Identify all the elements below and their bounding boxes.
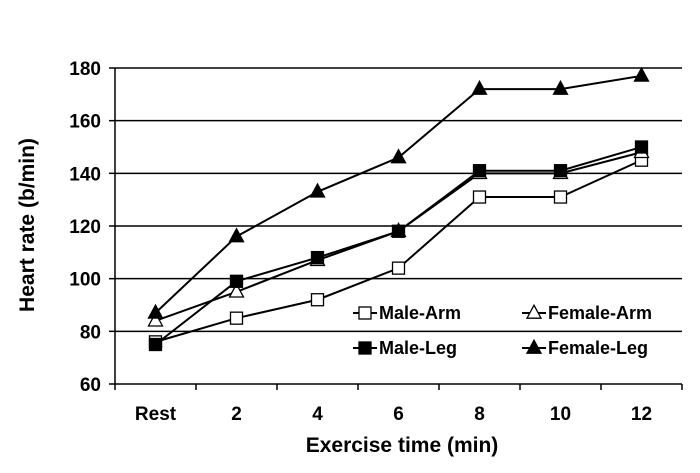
data-point-marker [471, 79, 488, 95]
legend-item-female-leg: Female-Leg [522, 338, 648, 358]
x-tick-label: Rest [135, 404, 177, 425]
legend-label: Male-Leg [379, 338, 457, 358]
data-point-marker [358, 341, 372, 355]
data-point-marker [391, 261, 406, 275]
y-tick-label: 120 [69, 217, 101, 238]
series-group [147, 66, 650, 352]
data-point-marker [228, 282, 245, 298]
data-point-marker [229, 274, 244, 288]
data-point-marker [358, 306, 372, 320]
data-point-marker [634, 140, 649, 154]
legend-item-female-arm: Female-Arm [522, 303, 652, 323]
x-axis-ticks: Rest 2 4 6 8 10 12 [114, 384, 683, 425]
x-tick-label: 12 [631, 404, 652, 425]
x-tick-label: 2 [231, 404, 242, 425]
y-tick-label: 60 [80, 375, 101, 396]
data-point-marker [472, 164, 487, 178]
y-axis-ticks: 60 80 100 120 140 160 180 [69, 59, 115, 396]
legend: Male-Arm Female-Arm Male-Leg Female-Leg [353, 303, 652, 358]
y-tick-label: 180 [69, 59, 101, 80]
legend-label: Female-Arm [548, 303, 652, 323]
series-male-leg [148, 140, 649, 352]
data-point-marker [309, 182, 326, 198]
data-point-marker [525, 338, 543, 354]
data-point-marker [391, 224, 406, 238]
y-tick-label: 140 [69, 164, 101, 185]
data-point-marker [147, 303, 164, 319]
x-tick-label: 8 [474, 404, 485, 425]
data-point-marker [148, 337, 163, 352]
data-point-marker [525, 303, 543, 319]
data-point-marker [552, 79, 569, 95]
gridlines [115, 67, 682, 333]
data-point-marker [310, 250, 325, 265]
legend-label: Male-Arm [379, 303, 461, 323]
data-point-marker [633, 66, 650, 82]
y-tick-label: 160 [69, 112, 101, 133]
x-tick-label: 4 [312, 404, 323, 425]
y-tick-label: 80 [80, 322, 101, 343]
legend-label: Female-Leg [548, 338, 648, 358]
series-female-leg [147, 66, 650, 319]
x-axis-title: Exercise time (min) [306, 434, 499, 457]
y-tick-label: 100 [69, 270, 101, 291]
legend-item-male-arm: Male-Arm [353, 303, 461, 323]
data-point-marker [390, 148, 407, 164]
data-point-marker [228, 227, 245, 243]
legend-item-male-leg: Male-Leg [353, 338, 457, 358]
data-point-marker [472, 190, 487, 204]
data-point-marker [310, 293, 325, 307]
x-tick-label: 10 [550, 404, 571, 425]
data-point-marker [553, 164, 568, 178]
x-tick-label: 6 [393, 404, 404, 425]
data-point-marker [553, 190, 568, 204]
data-point-marker [229, 311, 244, 325]
data-point-marker [147, 311, 164, 327]
y-axis-title: Heart rate (b/min) [16, 138, 39, 312]
